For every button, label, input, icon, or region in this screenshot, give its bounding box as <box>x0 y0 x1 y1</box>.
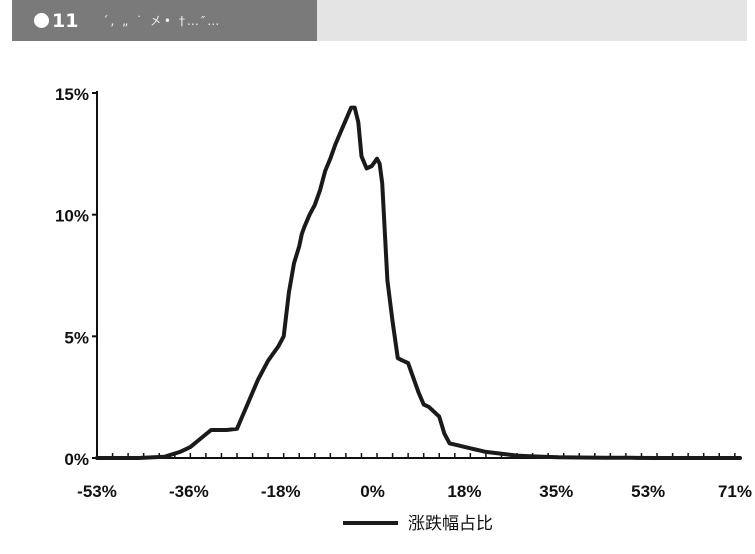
figure-title: ´, „ ˙ 㐅• †…″… <box>102 14 222 28</box>
y-tick-label: 5% <box>64 328 89 347</box>
x-tick-label: 53% <box>631 482 665 501</box>
y-tick-label: 10% <box>55 207 89 226</box>
x-axis-ticks: -53% -36% -18% 0% 18% 35% 53% 71% <box>77 453 752 501</box>
x-tick-label: 18% <box>447 482 481 501</box>
x-tick-label: 35% <box>539 482 573 501</box>
figure-number: 11 <box>52 9 79 32</box>
legend-label: 涨跌幅占比 <box>408 514 493 534</box>
x-tick-label: 71% <box>718 482 752 501</box>
series-line <box>95 105 742 460</box>
chart-axes <box>96 91 740 459</box>
y-axis-ticks: 0% 5% 10% 15% <box>55 85 97 469</box>
x-tick-label: 0% <box>360 482 385 501</box>
series-layer <box>95 105 742 460</box>
bullet-dot-icon <box>34 13 49 28</box>
figure-label-block: 11 ´, „ ˙ 㐅• †…″… <box>12 0 317 41</box>
x-tick-label: -36% <box>169 482 209 501</box>
x-tick-label: -53% <box>77 482 117 501</box>
chart-legend: 涨跌幅占比 <box>343 514 493 534</box>
x-tick-label: -18% <box>261 482 301 501</box>
y-tick-label: 15% <box>55 85 89 104</box>
figure-header: 11 ´, „ ˙ 㐅• †…″… <box>12 0 747 41</box>
y-tick-label: 0% <box>64 450 89 469</box>
